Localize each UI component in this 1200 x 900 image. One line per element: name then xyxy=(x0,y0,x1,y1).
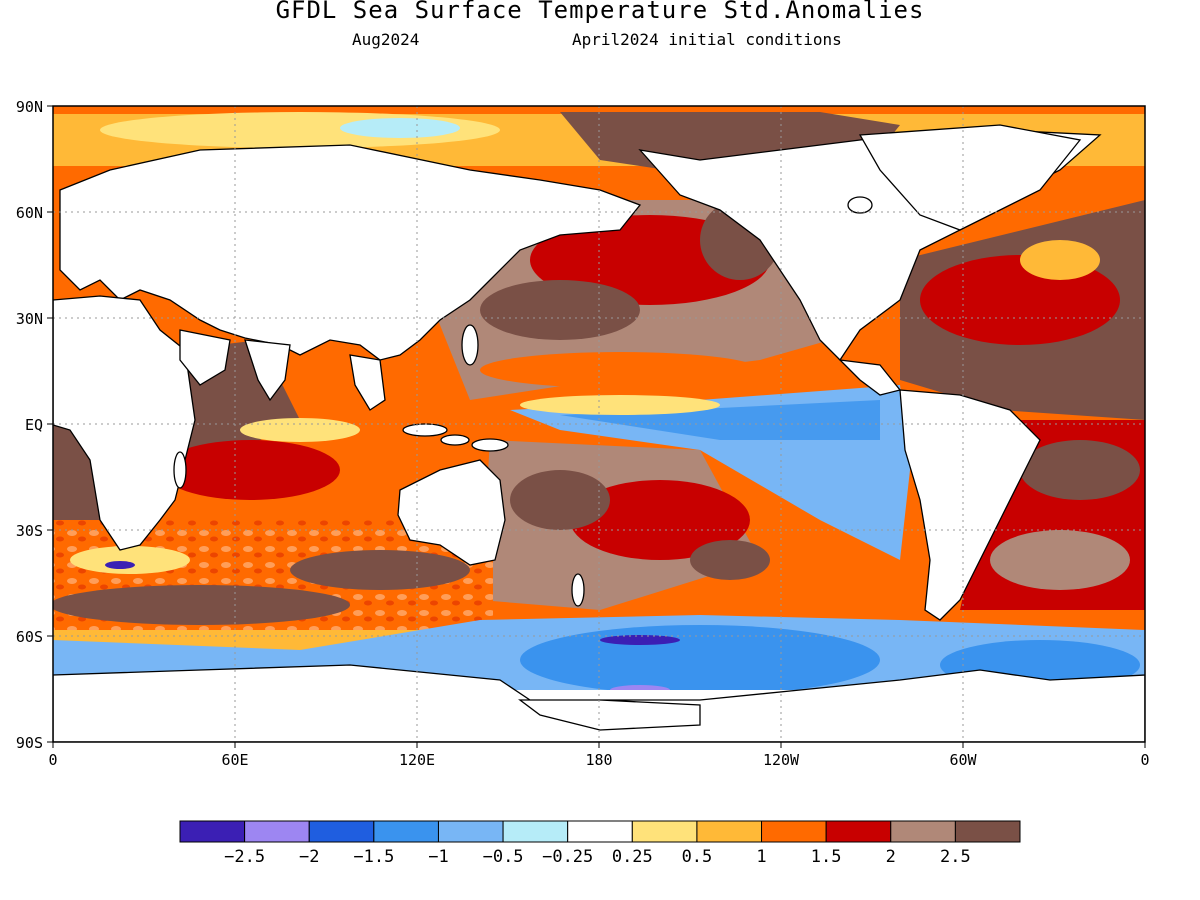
colorbar-swatch xyxy=(308,820,375,843)
colorbar-label: −0.25 xyxy=(542,847,593,867)
colorbar-label: −0.5 xyxy=(483,847,524,867)
colorbar-swatch xyxy=(179,820,246,843)
lat-label: 60S xyxy=(16,628,43,646)
land xyxy=(53,124,1145,742)
lat-label: 60N xyxy=(16,204,43,222)
colorbar-label: 0.5 xyxy=(682,847,713,867)
colorbar-label: 2 xyxy=(886,847,896,867)
colorbar: −2.5 −2 −1.5 −1 −0.5 −0.25 0.25 0.5 1 1.5 2 2.5 xyxy=(179,820,1021,867)
colorbar-label: −2 xyxy=(299,847,319,867)
colorbar-swatch xyxy=(373,820,439,843)
colorbar-swatch xyxy=(567,820,633,843)
colorbar-label: −1 xyxy=(428,847,448,867)
colorbar-swatch xyxy=(954,820,1021,843)
colorbar-swatch xyxy=(696,820,763,843)
lat-label: 30S xyxy=(16,522,43,540)
lon-label: 0 xyxy=(48,751,57,769)
colorbar-label: 2.5 xyxy=(940,847,971,867)
map-title: GFDL Sea Surface Temperature Std.Anomali… xyxy=(275,0,925,24)
lon-labels: 0 60E 120E 180 120W 60W 0 xyxy=(48,751,1149,769)
initial-conditions: April2024 initial conditions xyxy=(572,30,842,49)
lon-label: 0 xyxy=(1140,751,1149,769)
forecast-month: Aug2024 xyxy=(352,30,420,49)
lon-label: 60E xyxy=(221,751,248,769)
lon-label: 120W xyxy=(763,751,800,769)
lat-label: 30N xyxy=(16,310,43,328)
lat-labels: 90N 60N 30N EQ 30S 60S 90S xyxy=(16,98,43,752)
gridlines xyxy=(53,106,1145,742)
lat-label: 90S xyxy=(16,734,43,752)
lon-label: 120E xyxy=(399,751,435,769)
lat-label: 90N xyxy=(16,98,43,116)
colorbar-swatch xyxy=(761,820,827,843)
colorbar-label: 1 xyxy=(756,847,766,867)
colorbar-swatch xyxy=(244,820,310,843)
colorbar-label: 0.25 xyxy=(612,847,653,867)
colorbar-swatch xyxy=(631,820,698,843)
lon-label: 60W xyxy=(949,751,977,769)
colorbar-swatch xyxy=(437,820,504,843)
lat-label: EQ xyxy=(25,416,43,434)
colorbar-swatch xyxy=(890,820,956,843)
lon-label: 180 xyxy=(585,751,612,769)
colorbar-label: −2.5 xyxy=(224,847,265,867)
sst-field xyxy=(53,106,1145,742)
colorbar-label: −1.5 xyxy=(353,847,394,867)
colorbar-swatch xyxy=(502,820,569,843)
colorbar-swatch xyxy=(825,820,892,843)
tick-marks xyxy=(47,105,1146,748)
colorbar-label: 1.5 xyxy=(811,847,842,867)
